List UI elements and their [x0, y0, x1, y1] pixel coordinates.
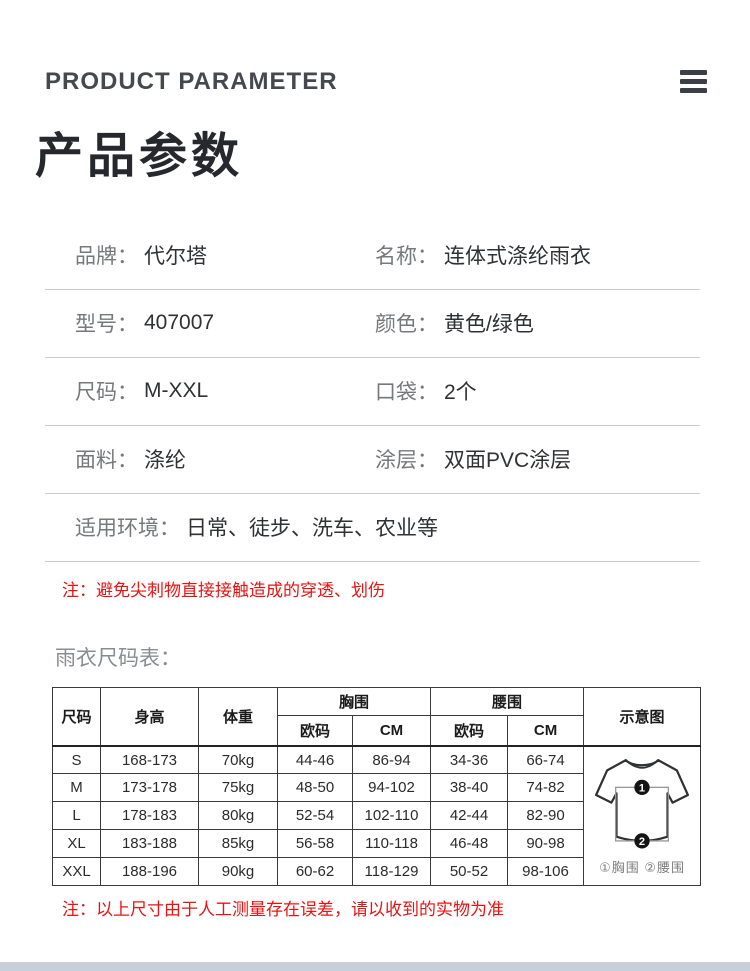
col-header-cm: CM — [507, 715, 585, 747]
cell-chest-cm: 118-129 — [351, 857, 432, 887]
cell-chest-eu: 44-46 — [277, 744, 353, 775]
cell-chest-eu: 56-58 — [277, 829, 353, 859]
hamburger-menu-icon[interactable] — [680, 66, 707, 93]
cell-chest-cm: 94-102 — [351, 773, 432, 803]
param-label: 口袋： — [375, 381, 438, 405]
cell-waist-eu: 38-40 — [430, 773, 509, 803]
cell-chest-cm: 102-110 — [351, 801, 432, 831]
cell-chest-cm: 86-94 — [351, 744, 432, 775]
param-label: 名称： — [375, 245, 438, 269]
param-value: M-XXL — [144, 379, 209, 403]
col-header-weight: 体重 — [198, 687, 278, 747]
col-header-cm: CM — [351, 715, 432, 747]
hamburger-bar — [680, 70, 707, 75]
cell-height: 173-178 — [100, 773, 199, 803]
cell-weight: 75kg — [198, 773, 278, 803]
param-row: 尺码： M-XXL 口袋： 2个 — [45, 358, 700, 426]
param-label: 型号： — [75, 313, 138, 337]
cell-size: L — [52, 801, 101, 831]
cell-size: S — [52, 744, 101, 775]
param-label: 尺码： — [75, 381, 138, 405]
param-label: 涂层： — [375, 449, 438, 473]
col-header-chest: 胸围 — [276, 687, 432, 717]
cell-height: 188-196 — [100, 857, 199, 887]
cell-waist-eu: 42-44 — [430, 801, 509, 831]
cell-weight: 70kg — [198, 744, 278, 775]
cell-size: XL — [52, 829, 101, 859]
param-label: 面料： — [75, 449, 138, 473]
cell-chest-eu: 48-50 — [277, 773, 353, 803]
page-title-en: PRODUCT PARAMETER — [45, 68, 338, 95]
param-cell: 涂层： 双面PVC涂层 — [375, 444, 571, 474]
hamburger-bar — [680, 88, 707, 93]
cell-waist-cm: 74-82 — [507, 773, 585, 803]
col-header-eu: 欧码 — [277, 715, 353, 747]
waist-marker: 2 — [639, 835, 645, 847]
cell-chest-cm: 110-118 — [351, 829, 432, 859]
cell-chest-eu: 60-62 — [277, 857, 353, 887]
cell-chest-eu: 52-54 — [277, 801, 353, 831]
param-row: 型号： 407007 颜色： 黄色/绿色 — [45, 290, 700, 358]
table-row: XL 183-188 85kg 56-58 110-118 46-48 90-9… — [52, 829, 701, 859]
cell-waist-cm: 90-98 — [507, 829, 585, 859]
diagram-caption: ①胸围 ②腰围 — [599, 859, 685, 875]
param-cell: 面料： 涤纶 — [45, 444, 375, 474]
param-label: 适用环境： — [75, 517, 180, 541]
param-cell: 名称： 连体式涤纶雨衣 — [375, 240, 591, 270]
param-value: 涤纶 — [144, 449, 186, 473]
cell-waist-eu: 50-52 — [430, 857, 509, 887]
param-value: 2个 — [444, 381, 477, 405]
cell-waist-cm: 98-106 — [507, 857, 585, 887]
size-chart-title: 雨衣尺码表： — [55, 647, 181, 671]
col-header-height: 身高 — [100, 687, 199, 747]
param-cell: 适用环境： 日常、徒步、洗车、农业等 — [45, 512, 438, 542]
size-table: 尺码 身高 体重 胸围 腰围 示意图 欧码 CM 欧码 CM S 168-173… — [52, 687, 702, 887]
hamburger-bar — [680, 79, 707, 84]
param-row: 适用环境： 日常、徒步、洗车、农业等 — [45, 494, 700, 562]
parameter-list: 品牌： 代尔塔 名称： 连体式涤纶雨衣 型号： 407007 颜色： 黄色/绿色… — [45, 222, 700, 562]
page-title-zh: 产品参数 — [35, 130, 244, 184]
param-cell: 口袋： 2个 — [375, 376, 477, 406]
param-value: 黄色/绿色 — [444, 313, 534, 337]
col-header-waist: 腰围 — [430, 687, 585, 717]
table-row: M 173-178 75kg 48-50 94-102 38-40 74-82 — [52, 773, 701, 803]
page-header: PRODUCT PARAMETER — [0, 0, 750, 98]
cell-waist-cm: 82-90 — [507, 801, 585, 831]
param-row: 品牌： 代尔塔 名称： 连体式涤纶雨衣 — [45, 222, 700, 290]
cell-height: 168-173 — [100, 744, 199, 775]
cell-weight: 90kg — [198, 857, 278, 887]
cell-size: XXL — [52, 857, 101, 887]
cell-size: M — [52, 773, 101, 803]
table-row: XXL 188-196 90kg 60-62 118-129 50-52 98-… — [52, 857, 701, 887]
param-cell: 尺码： M-XXL — [45, 376, 375, 406]
param-label: 颜色： — [375, 313, 438, 337]
cell-height: 183-188 — [100, 829, 199, 859]
col-header-diagram: 示意图 — [583, 687, 702, 747]
param-value: 连体式涤纶雨衣 — [444, 245, 591, 269]
chest-marker: 1 — [639, 782, 645, 794]
cell-weight: 80kg — [198, 801, 278, 831]
warning-note: 注：避免尖刺物直接接触造成的穿透、划伤 — [62, 580, 385, 600]
bottom-band — [0, 962, 750, 971]
col-header-eu: 欧码 — [430, 715, 509, 747]
cell-waist-eu: 34-36 — [430, 744, 509, 775]
param-value: 日常、徒步、洗车、农业等 — [186, 517, 438, 541]
cell-weight: 85kg — [198, 829, 278, 859]
cell-waist-eu: 46-48 — [430, 829, 509, 859]
param-cell: 型号： 407007 — [45, 308, 375, 338]
param-value: 407007 — [144, 311, 215, 335]
param-value: 代尔塔 — [144, 245, 207, 269]
param-value: 双面PVC涂层 — [444, 449, 572, 473]
param-label: 品牌： — [75, 245, 138, 269]
param-cell: 品牌： 代尔塔 — [45, 240, 375, 270]
cell-waist-cm: 66-74 — [507, 744, 585, 775]
param-row: 面料： 涤纶 涂层： 双面PVC涂层 — [45, 426, 700, 494]
tshirt-diagram-icon: 1 2 — [595, 758, 690, 849]
cell-height: 178-183 — [100, 801, 199, 831]
table-row: S 168-173 70kg 44-46 86-94 34-36 66-74 1… — [52, 744, 702, 887]
measurement-note: 注：以上尺寸由于人工测量存在误差，请以收到的实物为准 — [62, 900, 504, 920]
size-diagram-cell: 1 2 ①胸围 ②腰围 — [583, 744, 702, 887]
col-header-size: 尺码 — [52, 687, 101, 747]
param-cell: 颜色： 黄色/绿色 — [375, 308, 534, 338]
